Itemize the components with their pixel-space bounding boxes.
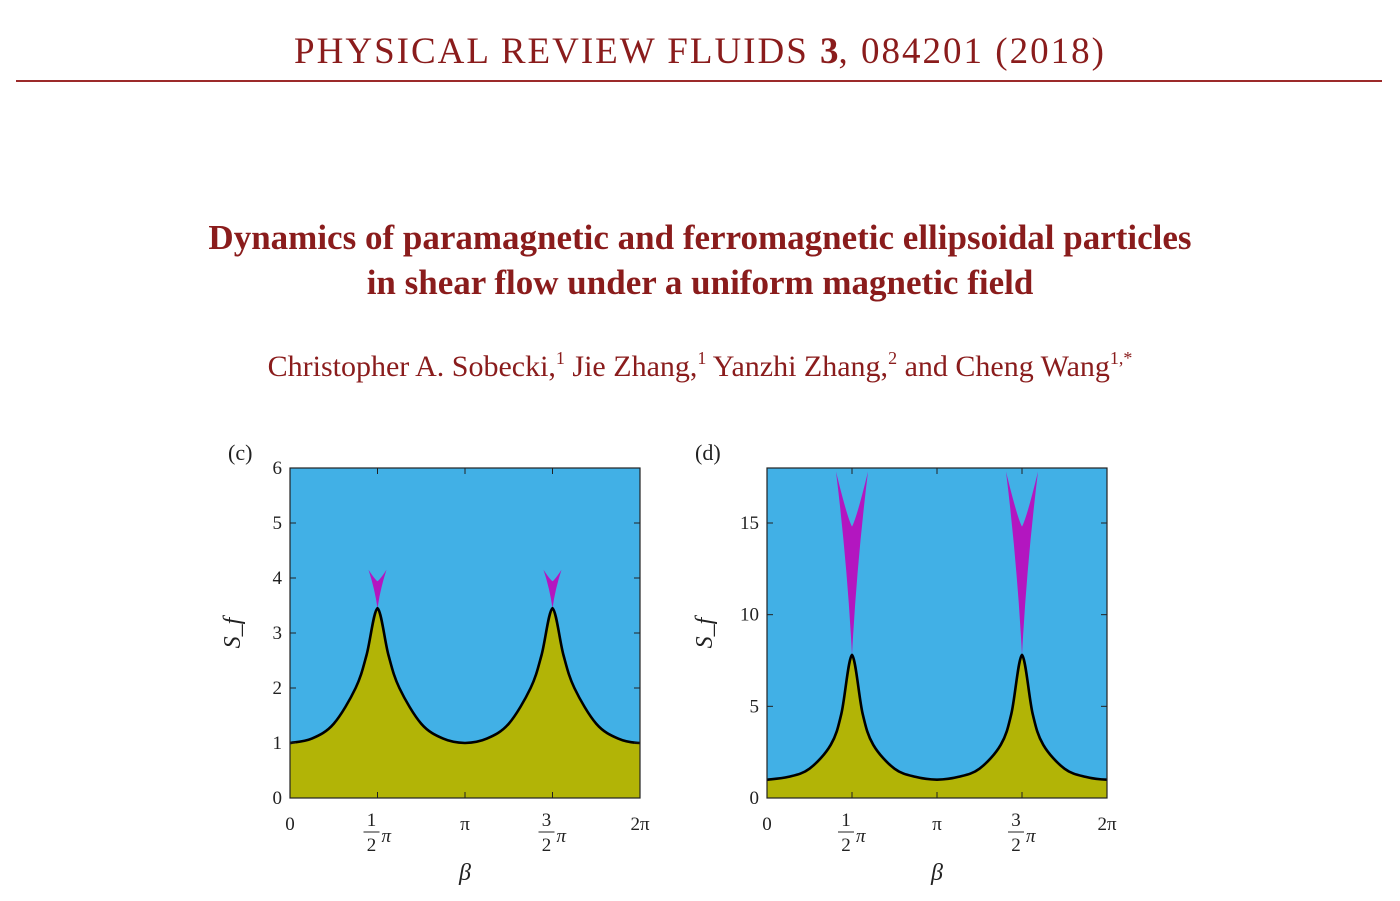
y-tick-label: 3 bbox=[273, 623, 283, 644]
article-title-line2: in shear flow under a uniform magnetic f… bbox=[366, 263, 1034, 302]
y-tick-label: 5 bbox=[273, 513, 283, 534]
x-tick-label: π bbox=[460, 814, 470, 835]
tick-text: π bbox=[932, 814, 942, 835]
tick-text: π bbox=[460, 814, 470, 835]
y-tick-label: 1 bbox=[273, 733, 283, 754]
fraction-tail: π bbox=[1026, 826, 1036, 847]
fraction-denominator: 2 bbox=[841, 835, 851, 856]
spike-region-1 bbox=[1006, 471, 1038, 655]
tick-text: 2π bbox=[1097, 814, 1117, 835]
spike-region-0 bbox=[368, 569, 387, 609]
x-axis-label: β bbox=[458, 860, 471, 886]
y-tick-label: 15 bbox=[740, 513, 759, 534]
article-title: Dynamics of paramagnetic and ferromagnet… bbox=[0, 215, 1400, 305]
spike-region-1 bbox=[543, 569, 562, 609]
boundary-curve bbox=[766, 653, 1108, 781]
author-list: Christopher A. Sobecki,1 Jie Zhang,1 Yan… bbox=[0, 348, 1400, 384]
journal-citation: , 084201 (2018) bbox=[838, 31, 1106, 72]
y-tick-label: 10 bbox=[740, 605, 759, 626]
y-tick-label: 5 bbox=[750, 696, 760, 717]
fraction-tail: π bbox=[381, 826, 391, 847]
author-affiliation: 2 bbox=[888, 348, 898, 368]
fraction-tail: π bbox=[556, 826, 566, 847]
author-name: Christopher A. Sobecki, bbox=[267, 350, 556, 383]
header-rule bbox=[16, 80, 1382, 82]
journal-volume: 3 bbox=[820, 31, 839, 72]
boundary-curve bbox=[289, 606, 641, 745]
article-title-line1: Dynamics of paramagnetic and ferromagnet… bbox=[208, 218, 1192, 257]
author-name: and Cheng Wang bbox=[904, 350, 1110, 383]
x-tick-label: 1 2 π bbox=[363, 810, 391, 856]
author-name: Jie Zhang, bbox=[572, 350, 698, 383]
fraction-tail: π bbox=[856, 826, 866, 847]
x-tick-label: 2π bbox=[1097, 814, 1117, 835]
tick-text: 0 bbox=[285, 814, 295, 835]
fraction-numerator: 1 bbox=[841, 810, 851, 831]
spike-region-0 bbox=[836, 471, 868, 655]
fraction-denominator: 2 bbox=[542, 835, 552, 856]
y-axis-label: S_f bbox=[220, 614, 246, 648]
author-affiliation: 1,* bbox=[1109, 348, 1133, 368]
y-tick-label: 2 bbox=[273, 678, 283, 699]
fraction-numerator: 1 bbox=[367, 810, 377, 831]
author-affiliation: 1 bbox=[555, 348, 565, 368]
tick-text: 0 bbox=[762, 814, 772, 835]
tick-text: 2π bbox=[630, 814, 650, 835]
x-tick-label: 3 2 π bbox=[538, 810, 566, 856]
y-axis-label: S_f bbox=[692, 614, 718, 648]
y-tick-label: 4 bbox=[273, 568, 283, 589]
fraction-denominator: 2 bbox=[367, 835, 377, 856]
y-tick-label: 0 bbox=[750, 788, 760, 809]
fraction-denominator: 2 bbox=[1011, 835, 1021, 856]
journal-name: PHYSICAL REVIEW FLUIDS bbox=[294, 31, 809, 72]
author-affiliation: 1 bbox=[697, 348, 707, 368]
x-tick-label: 2π bbox=[630, 814, 650, 835]
x-tick-label: 0 bbox=[762, 814, 772, 835]
fraction-numerator: 3 bbox=[542, 810, 552, 831]
x-tick-label: 1 2 π bbox=[837, 810, 866, 856]
y-tick-label: 0 bbox=[273, 788, 283, 809]
panel-label: (d) bbox=[695, 440, 721, 465]
lower-region bbox=[767, 655, 1107, 798]
y-tick-label: 6 bbox=[273, 458, 283, 479]
author-name: Yanzhi Zhang, bbox=[712, 350, 889, 383]
upper-region bbox=[767, 468, 1107, 798]
x-tick-label: 3 2 π bbox=[1007, 810, 1036, 856]
panel-label: (c) bbox=[228, 440, 252, 465]
x-tick-label: 0 bbox=[285, 814, 295, 835]
x-axis-label: β bbox=[930, 860, 943, 886]
journal-header: PHYSICAL REVIEW FLUIDS 3, 084201 (2018) bbox=[0, 30, 1400, 73]
x-tick-label: π bbox=[932, 814, 942, 835]
fraction-numerator: 3 bbox=[1011, 810, 1021, 831]
lower-region bbox=[290, 608, 640, 798]
